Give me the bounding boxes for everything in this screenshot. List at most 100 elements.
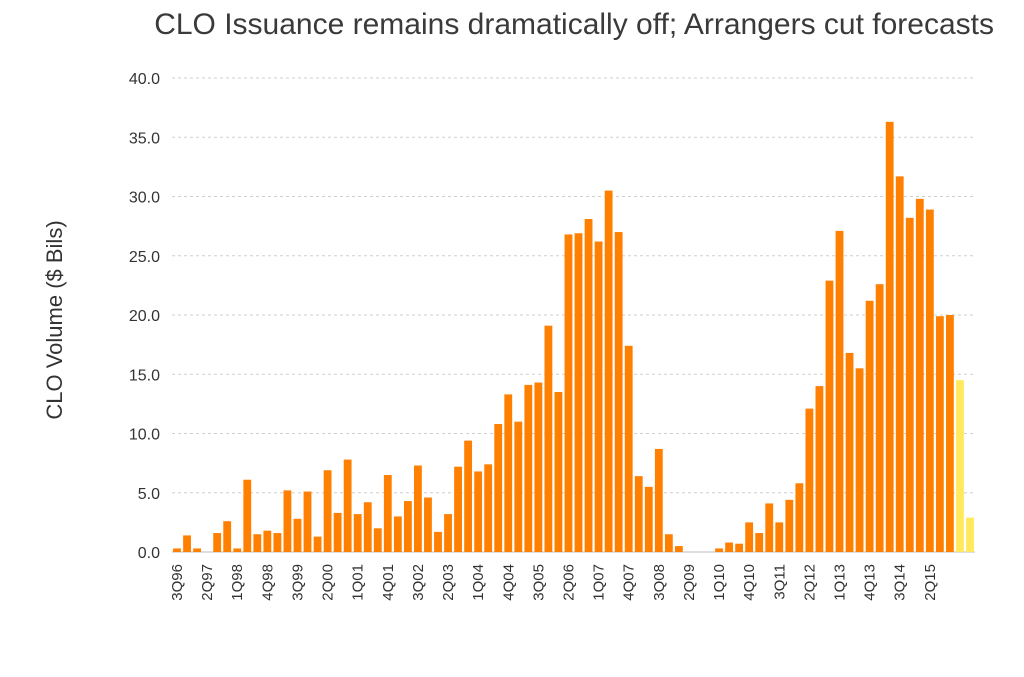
bar-1q98 <box>233 548 242 552</box>
bar-1q14 <box>875 284 884 552</box>
bar-3q00 <box>333 512 342 552</box>
bar-3q96 <box>173 548 181 552</box>
bar-1q13 <box>835 230 844 552</box>
bar-4q12 <box>825 280 834 552</box>
y-tick-label: 10.0 <box>129 427 160 444</box>
bar-3q15 <box>935 316 944 552</box>
y-tick-label: 30.0 <box>129 190 160 207</box>
x-tick-label: 2Q12 <box>801 564 818 601</box>
x-tick-label: 3Q05 <box>530 564 547 601</box>
bar-3q02 <box>414 465 422 552</box>
bar-4q03 <box>464 440 473 552</box>
chart-title: CLO Issuance remains dramatically off; A… <box>154 8 994 41</box>
bar-1q03 <box>434 531 442 552</box>
bar-4q13 <box>865 300 874 552</box>
bar-3q08 <box>654 448 663 552</box>
bar-3q97 <box>213 533 222 552</box>
x-tick-label: 1Q01 <box>350 564 367 601</box>
bar-3q04 <box>494 424 503 552</box>
y-tick-label: 5.0 <box>138 486 160 503</box>
bar-2q05 <box>524 384 533 552</box>
bar-3q05 <box>534 382 543 552</box>
bar-1q08 <box>634 476 643 552</box>
bar-2q14 <box>885 121 894 552</box>
x-tick-label: 4Q98 <box>259 564 276 601</box>
bar-2q06 <box>564 234 573 553</box>
bar-1q00 <box>313 536 322 552</box>
bar-3q12 <box>815 386 824 552</box>
x-tick-label: 1Q07 <box>591 564 608 601</box>
y-tick-label: 0.0 <box>138 545 160 562</box>
x-tick-label: 2Q09 <box>681 564 698 601</box>
bar-3q99 <box>293 518 302 552</box>
bar-4q99 <box>303 491 312 552</box>
bar-3q13 <box>855 368 864 552</box>
x-tick-label: 1Q98 <box>229 564 246 601</box>
bar-2q15 <box>925 209 934 553</box>
x-tick-label: 4Q10 <box>741 564 758 601</box>
bar-2q98 <box>243 479 252 552</box>
y-axis-label: CLO Volume ($ Bils) <box>42 220 67 419</box>
x-tick-label: 4Q01 <box>380 564 397 601</box>
bar-1q05 <box>514 421 523 552</box>
gridlines <box>172 77 975 553</box>
bar-3q98 <box>253 534 262 552</box>
bar-4q05 <box>544 325 553 552</box>
bar-2q04 <box>484 464 493 552</box>
bar-4q96 <box>183 535 191 552</box>
y-tick-label: 40.0 <box>129 71 160 88</box>
y-tick-label: 25.0 <box>129 249 160 266</box>
bar-4q15 <box>945 315 954 552</box>
bar-2q00 <box>323 470 332 552</box>
x-tick-label: 1Q10 <box>711 564 728 601</box>
bar-4q00 <box>343 459 352 552</box>
bar-3q01 <box>373 528 382 552</box>
bar-3q03 <box>454 466 462 552</box>
x-tick-label: 4Q04 <box>500 564 517 601</box>
x-tick-label: 2Q03 <box>440 564 457 601</box>
bar-3q10 <box>735 543 744 552</box>
bar-4q02 <box>424 497 432 552</box>
bar-4q14 <box>905 217 914 552</box>
bar-4q01 <box>383 474 392 552</box>
bar-2q08 <box>644 486 653 552</box>
bar-2q11 <box>765 503 774 552</box>
y-tick-label: 20.0 <box>129 308 160 325</box>
bar-1q07 <box>594 241 603 552</box>
bar-1q12 <box>795 483 804 552</box>
bar-1q06 <box>554 392 563 552</box>
bar-4q10 <box>745 522 754 553</box>
x-tick-label: 3Q08 <box>651 564 668 601</box>
bar-4q98 <box>263 530 272 552</box>
bar-f2 <box>966 517 974 552</box>
bar-4q06 <box>584 219 593 552</box>
bar-2q13 <box>845 352 854 552</box>
bar-1q01 <box>353 514 362 552</box>
x-tick-label: 2Q00 <box>320 564 337 601</box>
bar-f1 <box>956 380 964 552</box>
x-tick-label: 1Q04 <box>470 564 487 601</box>
y-tick-label: 35.0 <box>129 130 160 147</box>
bar-4q04 <box>504 394 513 552</box>
bar-4q08 <box>664 534 673 552</box>
bar-1q15 <box>915 198 924 552</box>
bar-3q11 <box>775 522 784 553</box>
bar-2q07 <box>604 190 613 552</box>
x-tick-label: 2Q15 <box>922 564 939 601</box>
bar-4q97 <box>223 521 232 552</box>
bar-3q06 <box>574 233 583 553</box>
x-tick-label: 3Q02 <box>410 564 427 601</box>
bar-2q02 <box>403 501 412 552</box>
bar-1q10 <box>715 548 723 552</box>
x-tick-label: 4Q07 <box>621 564 638 601</box>
bar-4q07 <box>624 345 633 552</box>
x-tick-label: 3Q99 <box>289 564 306 601</box>
y-tick-label: 15.0 <box>129 367 160 384</box>
y-axis-ticks: 0.0 5.0 10.0 15.0 20.0 25.0 30.0 35.0 40.0 <box>129 71 160 562</box>
bar-1q11 <box>755 533 764 552</box>
bar-1q97 <box>193 548 202 552</box>
bar-1q02 <box>393 516 402 552</box>
bar-2q01 <box>363 502 372 552</box>
bar-2q12 <box>805 408 814 552</box>
